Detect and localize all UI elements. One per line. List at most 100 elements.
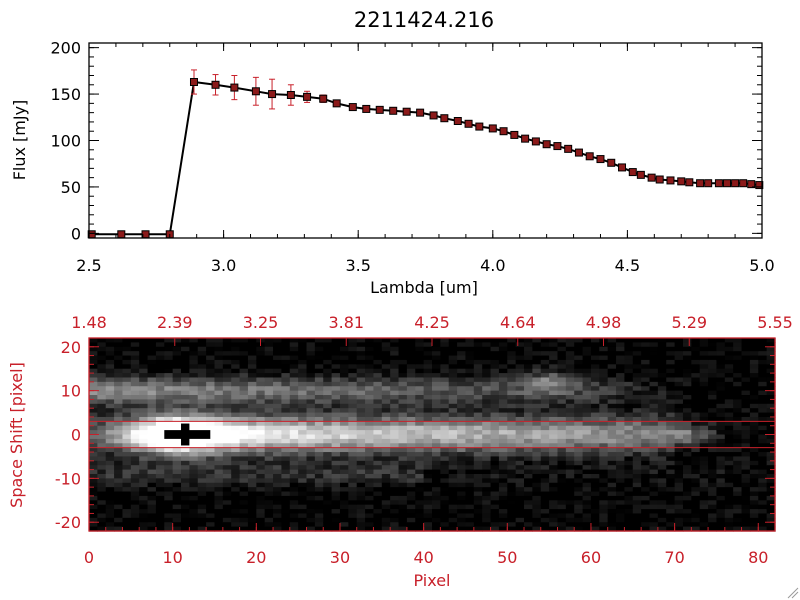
image-x-axis-label: Pixel [413, 571, 450, 590]
x-tick-label: 0 [84, 548, 94, 567]
x-tick-label: 60 [581, 548, 601, 567]
flux-data-point [607, 158, 616, 167]
flux-data-point [647, 173, 656, 182]
spectrum-x-axis-label: Lambda [um] [370, 278, 478, 297]
y-tick-label: 150 [50, 85, 81, 104]
flux-data-point [628, 168, 637, 177]
image-top-wavelength-ticks: 1.48 2.39 3.25 3.81 4.25 4.64 4.98 5.29 5.55 [71, 313, 793, 346]
x-tick-label: 2.5 [76, 256, 101, 275]
flux-data-point [755, 181, 764, 190]
flux-data-point [211, 80, 220, 89]
flux-data-point [685, 178, 694, 187]
x-tick-label: 3.5 [345, 256, 370, 275]
x-tick-label: 70 [664, 548, 684, 567]
spectrum-plot-area [87, 69, 764, 239]
wavelength-tick-label: 5.29 [671, 313, 707, 332]
spectrum-y-axis-label: Flux [mJy] [10, 100, 29, 181]
flux-data-point [510, 130, 519, 139]
wavelength-tick-label: 3.25 [243, 313, 279, 332]
image-x-ticks: 0 10 20 30 40 50 60 70 80 [84, 523, 776, 567]
flux-data-point [416, 108, 425, 117]
spectrum-chart: 2211424.216 2.5 3.0 3.5 4.0 4.5 5.0 0 50 100 150… [10, 8, 775, 297]
flux-data-point [677, 177, 686, 186]
flux-data-point [499, 127, 508, 136]
flux-data-point [464, 119, 473, 128]
y-tick-label: 0 [71, 426, 81, 445]
flux-series-line [91, 80, 760, 236]
flux-data-point [348, 103, 357, 112]
flux-data-point [286, 91, 295, 99]
wavelength-tick-label: 2.39 [157, 313, 193, 332]
flux-data-point [574, 148, 583, 157]
flux-data-point [230, 83, 239, 92]
y-tick-label: 0 [71, 224, 81, 243]
flux-data-point [488, 124, 497, 133]
flux-data-point [596, 155, 605, 164]
spectrum-x-ticks: 2.5 3.0 3.5 4.0 4.5 5.0 [76, 43, 775, 275]
flux-data-point [636, 170, 645, 179]
wavelength-tick-label: 4.98 [586, 313, 622, 332]
x-tick-label: 50 [497, 548, 517, 567]
spectrum-y-ticks: 0 50 100 150 200 [50, 39, 762, 243]
flux-data-point [618, 163, 627, 172]
resize-grip-icon[interactable] [787, 587, 799, 599]
y-tick-label: -10 [55, 469, 81, 488]
y-tick-label: -20 [55, 513, 81, 532]
flux-data-point [375, 105, 384, 114]
flux-data-point [402, 107, 411, 116]
wavelength-tick-label: 1.48 [71, 313, 107, 332]
x-tick-label: 40 [413, 548, 433, 567]
flux-data-point [251, 87, 260, 96]
image-y-ticks: -20 -10 0 10 20 [55, 337, 775, 532]
y-tick-label: 100 [50, 132, 81, 151]
x-tick-label: 80 [748, 548, 768, 567]
flux-data-point [319, 94, 328, 103]
flux-data-point [475, 122, 484, 131]
y-tick-label: 20 [61, 338, 81, 357]
y-tick-label: 50 [61, 178, 81, 197]
flux-data-point [731, 179, 740, 188]
flux-data-point [440, 114, 449, 123]
flux-data-point [531, 137, 540, 146]
image-y-axis-label: Space Shift [pixel] [7, 362, 26, 508]
flux-data-point [542, 140, 551, 149]
spectrum-2d-image [89, 338, 776, 532]
x-tick-label: 3.0 [211, 256, 236, 275]
flux-data-point [739, 179, 748, 188]
flux-data-point [747, 180, 756, 189]
y-tick-label: 200 [50, 39, 81, 58]
flux-data-point [117, 230, 126, 239]
x-tick-label: 10 [162, 548, 182, 567]
flux-data-point [389, 106, 398, 115]
x-tick-label: 20 [246, 548, 266, 567]
flux-data-point [696, 179, 705, 188]
flux-data-point [453, 117, 462, 125]
flux-data-point [332, 99, 341, 108]
y-tick-label: 10 [61, 382, 81, 401]
spectrum-plot-frame [88, 42, 763, 239]
x-tick-label: 30 [330, 548, 350, 567]
flux-data-point [362, 104, 371, 113]
flux-data-point [666, 176, 675, 185]
wavelength-tick-label: 4.64 [500, 313, 536, 332]
flux-data-point [723, 179, 732, 188]
x-tick-label: 4.0 [480, 256, 505, 275]
wavelength-tick-label: 4.25 [414, 313, 450, 332]
flux-data-point [429, 111, 438, 120]
spectrum-image-panel: 0 10 20 30 40 50 60 70 80 1.48 2.39 3.25 3.81 4.25 4.… [7, 313, 793, 590]
flux-data-point [585, 152, 594, 161]
wavelength-tick-label: 3.81 [328, 313, 364, 332]
flux-data-point [655, 175, 664, 184]
flux-data-point [564, 144, 573, 153]
flux-data-point [303, 92, 312, 101]
flux-data-point [714, 179, 723, 188]
chart-title: 2211424.216 [354, 8, 494, 32]
flux-data-point [189, 78, 198, 86]
extraction-window [89, 420, 775, 449]
flux-data-point [521, 134, 530, 143]
wavelength-tick-label: 5.55 [757, 313, 793, 332]
bad-pixel-artifact [164, 423, 211, 446]
flux-data-point [704, 179, 713, 188]
flux-data-point [268, 90, 277, 99]
